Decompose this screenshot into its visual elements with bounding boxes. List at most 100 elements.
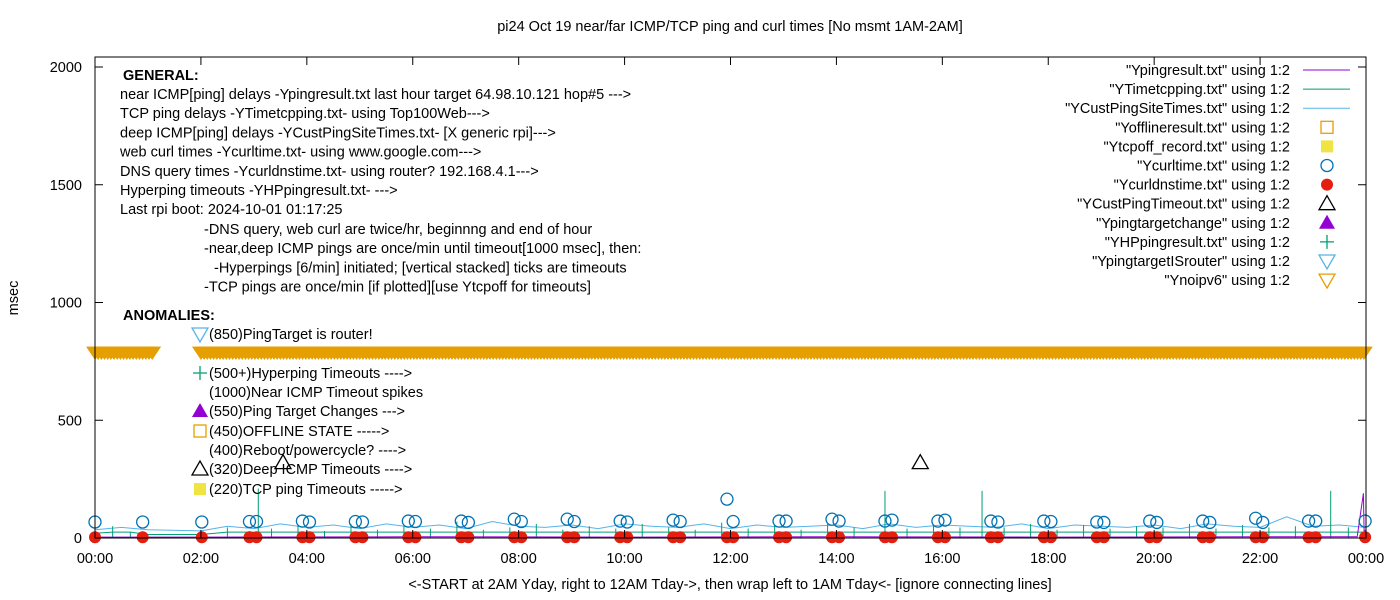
- y-tick-label: 0: [74, 531, 82, 547]
- legend-filled-circle-icon: [1321, 178, 1333, 191]
- general-note: DNS query times -Ycurldnstime.txt- using…: [120, 164, 539, 180]
- curltime-point: [938, 513, 952, 527]
- anomalies-heading: ANOMALIES:: [123, 308, 215, 324]
- anomaly-item: (500+)Hyperping Timeouts ---->: [209, 366, 412, 382]
- open-square-icon: [193, 424, 207, 438]
- curltime-point: [1097, 515, 1111, 530]
- curltime-point: [1037, 514, 1051, 528]
- curltime-point: [673, 514, 687, 529]
- curltime-point: [560, 512, 574, 526]
- legend-filled-triangle-icon: [1319, 214, 1335, 229]
- anomaly-item: (1000)Near ICMP Timeout spikes: [209, 385, 423, 401]
- general-note: Last rpi boot: 2024-10-01 01:17:25: [120, 202, 343, 218]
- y-tick-label: 1500: [50, 178, 82, 194]
- y-axis-label: msec: [6, 281, 22, 316]
- legend-label: "YTimetcpping.txt" using 1:2: [1109, 82, 1290, 98]
- general-note: web curl times -Ycurltime.txt- using www…: [119, 145, 481, 161]
- filled-square-icon: [194, 483, 206, 495]
- noipv6-point: [143, 346, 162, 361]
- curltime-point: [507, 512, 521, 526]
- curldnstime-point: [195, 531, 208, 544]
- axes: 0 500 1000 1500 2000 00:00 02:00 04:00 06:00 08:0…: [50, 56, 1384, 567]
- legend-label: "Ypingresult.txt" using 1:2: [1126, 63, 1290, 79]
- x-tick-label: 14:00: [818, 551, 854, 567]
- anomaly-item: (400)Reboot/powercycle? ---->: [209, 443, 406, 459]
- curltime-point: [408, 514, 423, 529]
- x-tick-label: 18:00: [1030, 551, 1066, 567]
- curltime-point: [1256, 515, 1270, 530]
- curltime-point: [984, 514, 998, 528]
- legend-label: "Ycurltime.txt" using 1:2: [1137, 159, 1290, 175]
- curldnstime-point: [938, 531, 951, 544]
- legend-label: "YpingtargetISrouter" using 1:2: [1092, 254, 1290, 270]
- legend-open-square-icon: [1320, 120, 1334, 134]
- custpingtimeout-point: [273, 453, 293, 470]
- noipv6-point: [1354, 346, 1373, 361]
- general-heading: GENERAL:: [123, 68, 199, 84]
- curltime-point: [195, 515, 209, 529]
- curltime-point: [1090, 515, 1104, 529]
- curldnstime-point: [462, 531, 475, 544]
- anomaly-item: (850)PingTarget is router!: [209, 327, 373, 343]
- x-tick-label: 04:00: [289, 551, 325, 567]
- curltime-point: [779, 514, 793, 528]
- curldnstime-point: [674, 531, 687, 544]
- curltime-point: [1203, 515, 1217, 530]
- curltime-point: [991, 515, 1005, 529]
- detail-note: -near,deep ICMP pings are once/min until…: [204, 241, 641, 257]
- curldnstime-point: [250, 531, 263, 544]
- x-tick-label: 10:00: [606, 551, 642, 567]
- detail-note: -DNS query, web curl are twice/hr, begin…: [204, 222, 592, 238]
- curldnstime-point: [303, 531, 316, 544]
- x-tick-label: 06:00: [395, 551, 431, 567]
- curltime-point: [567, 514, 581, 529]
- x-tick-label: 00:00: [77, 551, 113, 567]
- legend: "Ypingresult.txt" using 1:2 "YTimetcpping…: [1065, 63, 1350, 290]
- y-tick-label: 1000: [50, 296, 82, 312]
- curldnstime-point: [1256, 531, 1269, 544]
- legend-plus-icon: [1320, 234, 1334, 249]
- curldnstime-point: [136, 531, 149, 544]
- curltime-point: [454, 514, 468, 528]
- curldnstime-point: [409, 531, 422, 544]
- open-down-triangle-icon: [190, 327, 210, 344]
- curldnstime-point: [1044, 531, 1057, 544]
- open-triangle-icon: [190, 459, 210, 476]
- x-tick-label: 02:00: [183, 551, 219, 567]
- curltime-point: [666, 513, 680, 527]
- curltime-point: [931, 514, 945, 528]
- general-note: Hyperping timeouts -YHPpingresult.txt- -…: [120, 183, 398, 199]
- curldnstime-point: [568, 531, 581, 544]
- curldnstime-point: [1150, 531, 1163, 544]
- curltime-point: [242, 514, 257, 529]
- curltime-point: [355, 515, 370, 529]
- curltime-point: [461, 515, 476, 530]
- custping-line: [94, 516, 1366, 532]
- plot-marks: [86, 346, 1373, 544]
- plus-icon: [193, 366, 207, 380]
- curltime-point: [401, 514, 415, 528]
- general-note: near ICMP[ping] delays -Ypingresult.txt …: [120, 87, 631, 103]
- legend-label: "YCustPingTimeout.txt" using 1:2: [1077, 197, 1290, 213]
- detail-note: -Hyperpings [6/min] initiated; [vertical…: [214, 260, 627, 276]
- y-tick-label: 2000: [50, 60, 82, 76]
- x-tick-label: 00:00: [1348, 551, 1384, 567]
- curldnstime-point: [515, 531, 528, 544]
- curldnstime-point: [1203, 531, 1216, 544]
- curldnstime-point: [991, 531, 1004, 544]
- legend-label: "Ynoipv6" using 1:2: [1164, 273, 1290, 289]
- pingresult-line: [95, 493, 1365, 538]
- curltime-point: [832, 514, 846, 528]
- curldnstime-point: [356, 531, 369, 544]
- curltime-point: [726, 514, 740, 529]
- curldnstime-point: [1097, 531, 1110, 544]
- curldnstime-point: [621, 531, 634, 544]
- curltime-point: [514, 514, 528, 529]
- curltime-point: [720, 492, 734, 506]
- anomaly-item: (550)Ping Target Changes --->: [209, 404, 405, 420]
- curltime-point: [1044, 514, 1058, 529]
- curltime-point: [295, 514, 310, 528]
- x-tick-label: 12:00: [712, 551, 748, 567]
- anomaly-item: (450)OFFLINE STATE ----->: [209, 424, 389, 440]
- legend-label: "Yofflineresult.txt" using 1:2: [1115, 120, 1290, 136]
